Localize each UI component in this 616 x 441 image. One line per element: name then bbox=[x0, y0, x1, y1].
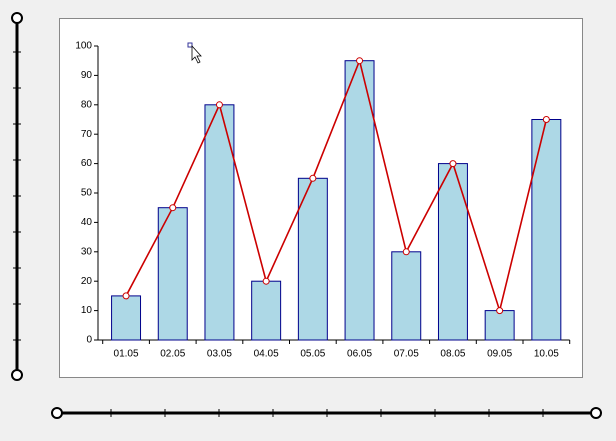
bar bbox=[391, 251, 422, 341]
y-tick-label: 70 bbox=[81, 129, 93, 140]
vertical-slider[interactable] bbox=[11, 12, 23, 381]
line-marker bbox=[496, 307, 504, 315]
mouse-cursor bbox=[187, 42, 202, 64]
y-tick-label: 30 bbox=[81, 246, 93, 257]
line-marker bbox=[542, 116, 550, 123]
bar bbox=[344, 60, 375, 341]
bar bbox=[297, 177, 328, 341]
y-tick-label: 90 bbox=[81, 70, 93, 81]
line-marker bbox=[309, 174, 317, 182]
bar bbox=[111, 295, 142, 341]
x-tick-label: 02.05 bbox=[160, 349, 185, 360]
x-tick-label: 07.05 bbox=[394, 349, 419, 360]
line bbox=[125, 58, 548, 314]
x-tick-label: 06.05 bbox=[347, 349, 372, 360]
line-marker bbox=[402, 248, 410, 256]
x-tick-label: 05.05 bbox=[300, 349, 325, 360]
line-marker bbox=[356, 57, 364, 65]
x-tick-label: 08.05 bbox=[440, 349, 465, 360]
bar bbox=[437, 163, 468, 341]
y-tick-label: 0 bbox=[86, 335, 92, 346]
y-tick-label: 40 bbox=[81, 217, 93, 228]
bar bbox=[484, 310, 515, 341]
x-tick-label: 01.05 bbox=[114, 349, 139, 360]
line-marker bbox=[169, 204, 177, 212]
line-marker bbox=[449, 160, 457, 168]
y-tick-label: 20 bbox=[81, 276, 93, 287]
y-tick-label: 60 bbox=[81, 158, 93, 169]
line-marker bbox=[262, 277, 270, 285]
y-tick-label: 80 bbox=[81, 99, 93, 110]
horizontal-slider[interactable] bbox=[51, 407, 602, 419]
x-tick-label: 10.05 bbox=[534, 349, 559, 360]
plot: 0 10 20 30 40 50 60 70 80 90 100 01.05 02.05 03.05 04.… bbox=[75, 41, 571, 360]
x-tick-label: 09.05 bbox=[487, 349, 512, 360]
y-tick-label: 100 bbox=[75, 41, 92, 52]
y-tick-label: 50 bbox=[81, 188, 93, 199]
bar bbox=[157, 207, 188, 341]
x-tick-label: 03.05 bbox=[207, 349, 232, 360]
bar bbox=[531, 119, 562, 341]
line-marker bbox=[215, 101, 223, 109]
x-tick-label: 04.05 bbox=[254, 349, 279, 360]
line-marker bbox=[122, 292, 130, 300]
y-tick-label: 10 bbox=[81, 305, 93, 316]
bar bbox=[251, 280, 282, 341]
